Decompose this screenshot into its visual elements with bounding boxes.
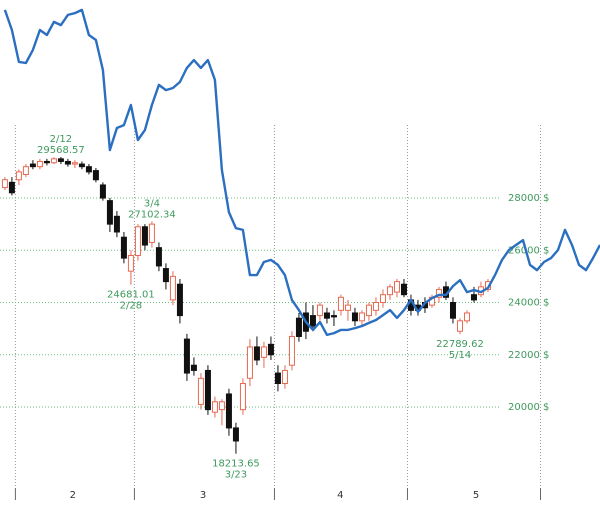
- candle-body: [8, 181, 15, 194]
- annotation-date: 3/4: [144, 198, 160, 209]
- candle-body: [365, 304, 372, 317]
- candle-body: [288, 335, 295, 366]
- annotation-value: 29568.57: [37, 145, 85, 156]
- x-tick-label: 4: [337, 490, 343, 501]
- candle-body: [274, 372, 281, 385]
- candle-body: [176, 283, 183, 317]
- y-tick-label: 26000 $: [508, 245, 549, 256]
- candle-body: [372, 302, 379, 311]
- candle-body: [15, 171, 22, 181]
- candle-body: [351, 312, 358, 322]
- candle-body: [449, 302, 456, 319]
- candle-body: [225, 393, 232, 429]
- candle-body: [456, 320, 463, 332]
- candle-body: [232, 427, 239, 442]
- candle-body: [120, 236, 127, 259]
- candle-body: [134, 226, 141, 256]
- annotation-value: 27102.34: [128, 209, 176, 220]
- x-tick-label: 3: [200, 490, 206, 501]
- candle-body: [29, 163, 36, 168]
- candle-body: [386, 286, 393, 296]
- annotation-value: 24681.01: [107, 290, 155, 301]
- candle-body: [127, 254, 134, 272]
- candle-body: [148, 223, 155, 243]
- candle-body: [470, 294, 477, 301]
- annotation-date: 5/14: [449, 350, 471, 361]
- candle-body: [358, 312, 365, 322]
- candle-body: [169, 275, 176, 301]
- annotation-value: 22789.62: [436, 339, 484, 350]
- candle-body: [330, 315, 337, 318]
- candle-body: [190, 364, 197, 371]
- candle-body: [393, 281, 400, 293]
- y-tick-label: 22000 $: [508, 350, 549, 361]
- annotation-date: 2/28: [120, 301, 142, 312]
- candle-body: [113, 215, 120, 233]
- candle-body: [141, 226, 148, 246]
- annotation-date: 3/23: [225, 470, 247, 481]
- candle-body: [211, 401, 218, 413]
- candle-body: [50, 158, 57, 164]
- candle-body: [295, 317, 302, 337]
- x-tick-label: 5: [473, 490, 479, 501]
- y-tick-label: 28000 $: [508, 193, 549, 204]
- candle-body: [379, 294, 386, 304]
- candle-body: [281, 369, 288, 385]
- candle-body: [435, 288, 442, 298]
- candle-body: [463, 312, 470, 322]
- annotation-value: 18213.65: [212, 459, 260, 470]
- candle-body: [85, 166, 92, 173]
- y-tick-label: 24000 $: [508, 298, 549, 309]
- candle-body: [246, 346, 253, 379]
- candle-body: [22, 166, 29, 176]
- candle-body: [92, 170, 99, 181]
- candle-body: [99, 184, 106, 199]
- candle-body: [400, 283, 407, 296]
- candle-body: [253, 346, 260, 361]
- x-tick-label: 2: [70, 490, 76, 501]
- overlay-line: [3, 8, 600, 337]
- candle-body: [344, 304, 351, 311]
- candle-body: [183, 338, 190, 374]
- candle-body: [106, 200, 113, 225]
- candle-body: [218, 401, 225, 411]
- candle-body: [267, 343, 274, 356]
- candle-body: [43, 160, 50, 164]
- candle-body: [36, 160, 43, 168]
- candle-body: [316, 304, 323, 317]
- candle-body: [309, 315, 316, 327]
- candle-body: [155, 247, 162, 267]
- candle-body: [239, 383, 246, 411]
- candle-body: [71, 162, 78, 165]
- candle-body: [57, 158, 64, 162]
- candle-body: [323, 312, 330, 319]
- candle-body: [197, 377, 204, 405]
- candle-body: [78, 163, 85, 168]
- candle-body: [1, 179, 8, 189]
- candle-body: [337, 296, 344, 311]
- candle-body: [64, 160, 71, 165]
- annotation-date: 2/12: [50, 134, 72, 145]
- candle-body: [260, 346, 267, 358]
- candle-body: [162, 268, 169, 283]
- y-tick-label: 20000 $: [508, 402, 549, 413]
- candle-body: [204, 369, 211, 411]
